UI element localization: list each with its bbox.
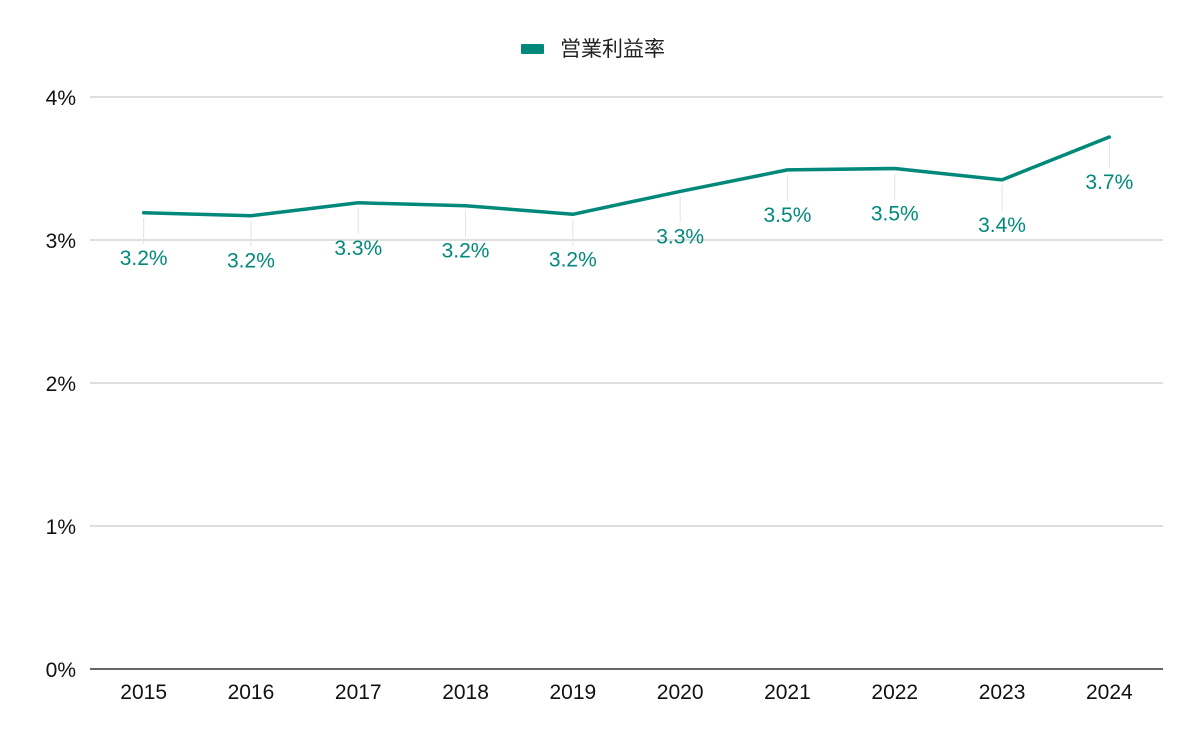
data-label: 3.3% — [656, 225, 704, 248]
x-tick-label: 2023 — [979, 681, 1026, 704]
data-labels: 3.2% 3.2% 3.3% 3.2% 3.2% 3.3% 3.5% 3.5% 3.4% 3.7% — [120, 142, 1133, 273]
y-tick-label: 1% — [46, 516, 76, 539]
data-label: 3.5% — [871, 203, 919, 226]
data-label: 3.2% — [227, 250, 275, 273]
y-tick-label: 2% — [46, 373, 76, 396]
y-axis-tick-labels: 0% 1% 2% 3% 4% — [46, 87, 76, 682]
gridlines — [90, 96, 1163, 527]
x-tick-label: 2017 — [335, 681, 382, 704]
y-tick-label: 0% — [46, 659, 76, 682]
data-label: 3.4% — [978, 214, 1026, 237]
data-label: 3.2% — [442, 240, 490, 263]
x-tick-label: 2015 — [120, 681, 167, 704]
x-tick-label: 2018 — [442, 681, 489, 704]
data-label: 3.3% — [334, 237, 382, 260]
y-tick-label: 4% — [46, 87, 76, 110]
x-tick-label: 2024 — [1086, 681, 1133, 704]
x-tick-label: 2019 — [549, 681, 596, 704]
legend-swatch — [521, 44, 544, 54]
legend-label-0: 営業利益率 — [560, 38, 665, 61]
x-tick-label: 2020 — [657, 681, 704, 704]
data-label: 3.2% — [549, 248, 597, 271]
data-label: 3.2% — [120, 247, 168, 270]
data-label: 3.5% — [764, 204, 812, 227]
series-group — [141, 135, 1112, 218]
x-axis-tick-labels: 2015 2016 2017 2018 2019 2020 2021 2022 2023 2024 — [120, 681, 1133, 704]
data-label: 3.7% — [1085, 171, 1133, 194]
legend: 営業利益率 — [521, 38, 665, 61]
x-tick-label: 2016 — [228, 681, 275, 704]
y-tick-label: 3% — [46, 230, 76, 253]
x-tick-label: 2022 — [871, 681, 918, 704]
series-line — [141, 135, 1112, 218]
x-tick-label: 2021 — [764, 681, 811, 704]
